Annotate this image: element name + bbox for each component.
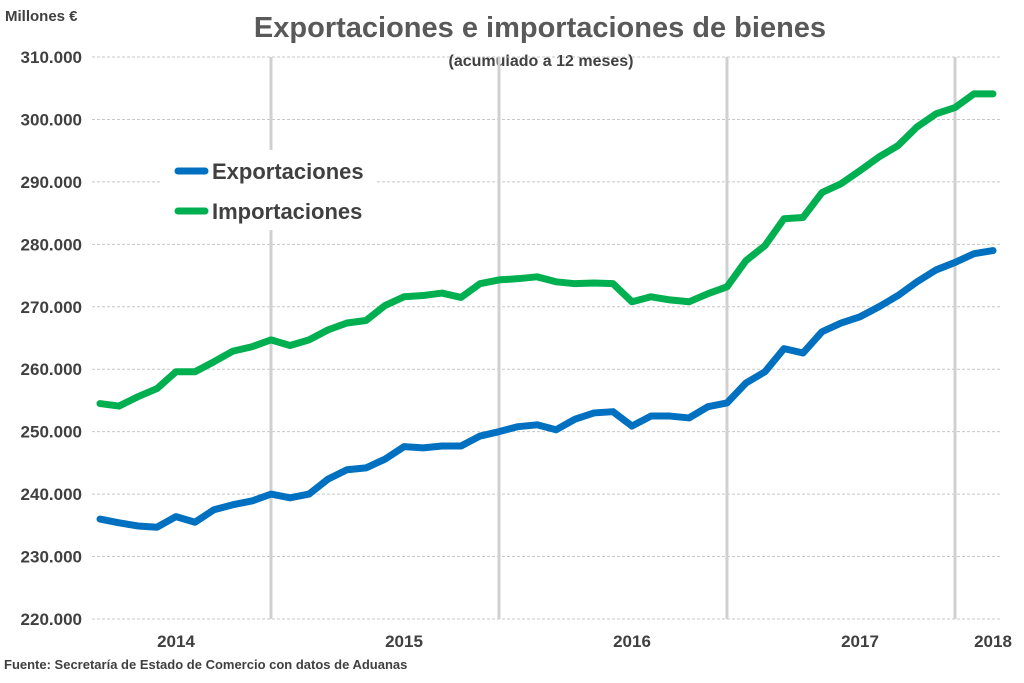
y-tick-label: 240.000 — [21, 485, 82, 504]
y-tick-label: 310.000 — [21, 48, 82, 67]
y-axis-unit-label: Millones € — [5, 8, 78, 25]
y-tick-label: 220.000 — [21, 610, 82, 629]
x-tick-label: 2017 — [841, 632, 879, 651]
y-tick-label: 250.000 — [21, 423, 82, 442]
chart-title: Exportaciones e importaciones de bienes — [254, 12, 826, 44]
series-line — [96, 247, 997, 531]
y-tick-label: 280.000 — [21, 235, 82, 254]
y-tick-label: 260.000 — [21, 360, 82, 379]
series-line — [96, 90, 997, 410]
source-note: Fuente: Secretaría de Estado de Comercio… — [4, 657, 407, 672]
chart-subtitle: (acumulado a 12 meses) — [449, 53, 634, 70]
series-importaciones — [96, 90, 997, 410]
legend: Exportaciones Importaciones — [160, 150, 375, 230]
legend-label: Importaciones — [212, 199, 362, 224]
y-tick-label: 290.000 — [21, 173, 82, 192]
y-tick-label: 270.000 — [21, 298, 82, 317]
x-tick-label: 2016 — [613, 632, 651, 651]
series-exportaciones — [96, 247, 997, 531]
x-tick-label: 2014 — [157, 632, 195, 651]
y-tick-label: 300.000 — [21, 110, 82, 129]
legend-label: Exportaciones — [212, 159, 364, 184]
x-tick-label: 2018 — [974, 632, 1012, 651]
y-tick-label: 230.000 — [21, 548, 82, 567]
x-tick-label: 2015 — [385, 632, 423, 651]
